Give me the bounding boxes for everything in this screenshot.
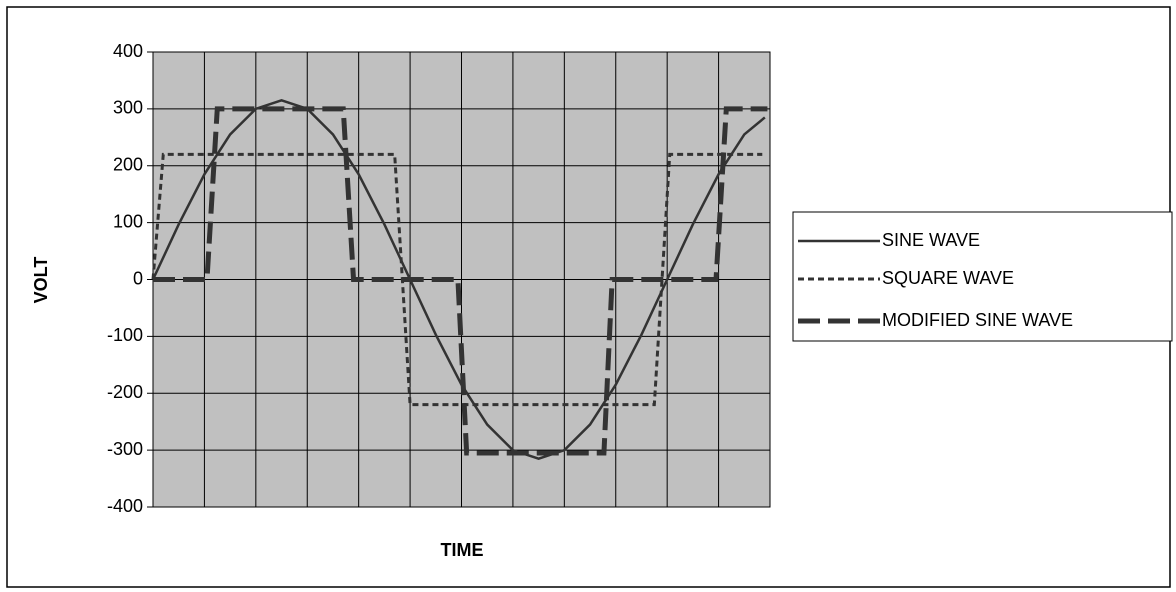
legend-label: SINE WAVE xyxy=(882,230,980,250)
series-line xyxy=(151,152,763,407)
y-axis-label: VOLT xyxy=(31,257,51,304)
series-line xyxy=(153,106,768,456)
y-tick-label: 400 xyxy=(113,41,143,61)
y-tick-label: 100 xyxy=(113,211,143,231)
x-axis-label: TIME xyxy=(441,540,484,560)
legend-label: SQUARE WAVE xyxy=(882,268,1014,288)
y-tick-label: -400 xyxy=(107,496,143,516)
legend-box xyxy=(792,211,1173,342)
y-tick-label: -300 xyxy=(107,439,143,459)
y-tick-label: 200 xyxy=(113,155,143,175)
legend-label: MODIFIED SINE WAVE xyxy=(882,310,1073,330)
y-tick-label: -200 xyxy=(107,382,143,402)
y-tick-label: -100 xyxy=(107,325,143,345)
y-tick-label: 300 xyxy=(113,98,143,118)
y-tick-label: 0 xyxy=(133,268,143,288)
